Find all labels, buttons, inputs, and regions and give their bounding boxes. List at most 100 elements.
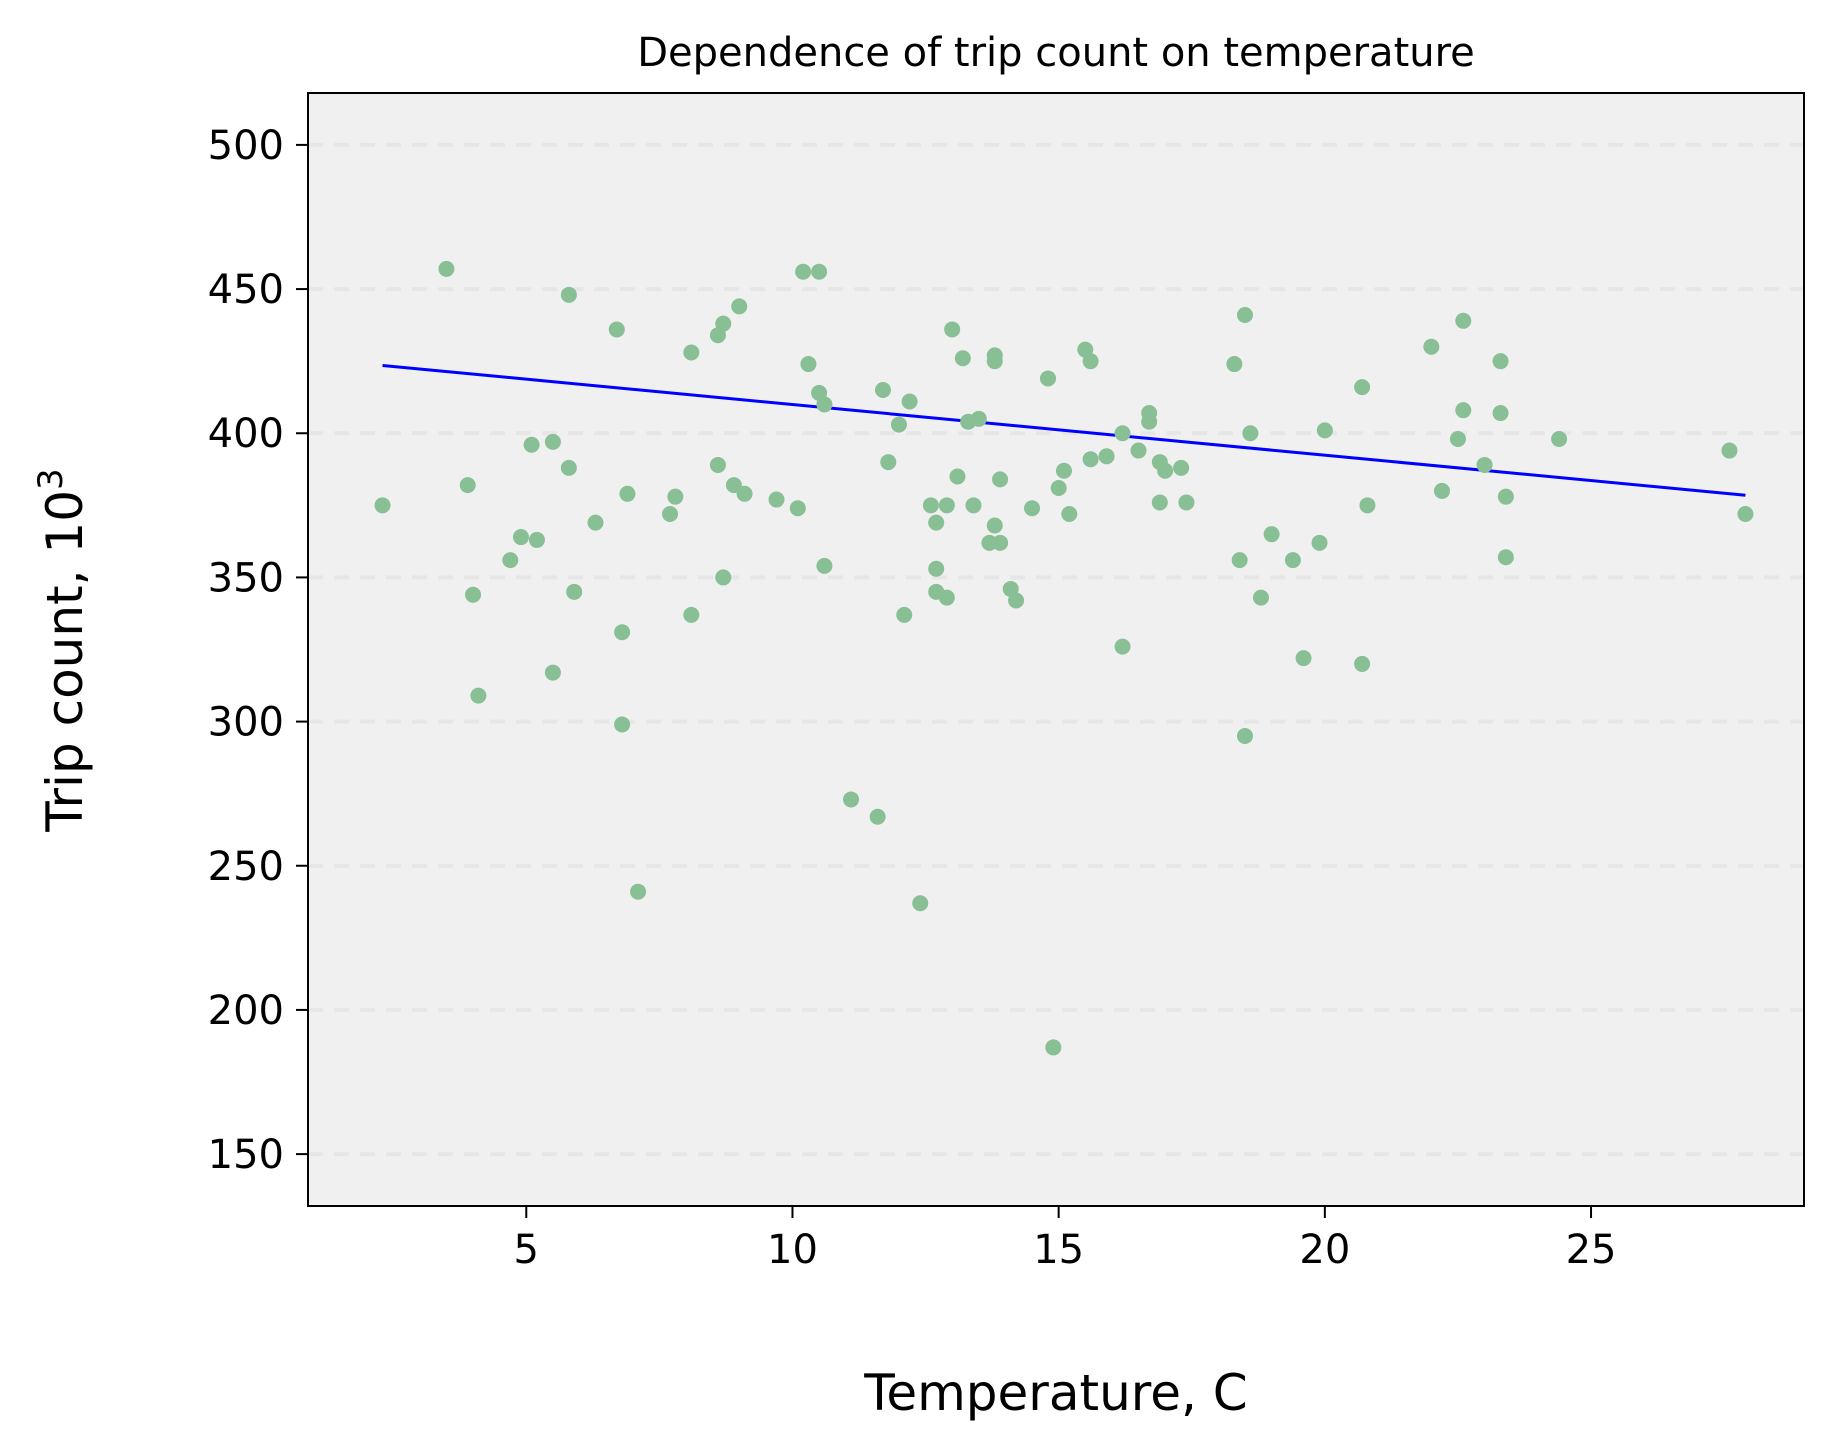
data-point bbox=[470, 687, 487, 704]
data-point bbox=[560, 459, 577, 476]
data-point bbox=[800, 356, 817, 373]
x-tick-label: 15 bbox=[1033, 1227, 1084, 1273]
y-tick-label: 200 bbox=[208, 988, 284, 1034]
y-tick-label: 300 bbox=[208, 700, 284, 746]
data-point bbox=[1178, 494, 1195, 511]
data-point bbox=[896, 606, 913, 623]
data-point bbox=[736, 485, 753, 502]
data-point bbox=[1721, 442, 1738, 459]
data-point bbox=[1359, 497, 1376, 514]
data-point bbox=[1040, 370, 1057, 387]
data-point bbox=[1423, 338, 1440, 355]
data-point bbox=[683, 344, 700, 361]
chart-title: Dependence of trip count on temperature bbox=[637, 30, 1475, 76]
data-point bbox=[374, 497, 391, 514]
data-point bbox=[614, 716, 631, 733]
data-point bbox=[843, 791, 860, 808]
data-point bbox=[1141, 405, 1158, 422]
data-point bbox=[1295, 650, 1312, 667]
plot-frame bbox=[307, 92, 1805, 1207]
data-point bbox=[459, 477, 476, 494]
data-point bbox=[869, 808, 886, 825]
data-point bbox=[1354, 379, 1371, 396]
data-point bbox=[938, 497, 955, 514]
data-point bbox=[874, 381, 891, 398]
data-point bbox=[1055, 462, 1072, 479]
data-point bbox=[512, 529, 529, 546]
data-points bbox=[374, 260, 1754, 1056]
data-point bbox=[438, 260, 455, 277]
data-point bbox=[1492, 353, 1509, 370]
data-point bbox=[1061, 505, 1078, 522]
plot-area bbox=[308, 93, 1804, 1206]
y-axis-label: Trip count, 103 bbox=[31, 468, 94, 832]
data-point bbox=[970, 410, 987, 427]
data-point bbox=[465, 586, 482, 603]
y-tick-label: 400 bbox=[208, 411, 284, 457]
data-point bbox=[544, 664, 561, 681]
data-point bbox=[1082, 353, 1099, 370]
y-axis-label-base: Trip count, 10 bbox=[36, 490, 94, 833]
x-axis-label: Temperature, C bbox=[863, 1364, 1247, 1422]
data-point bbox=[1455, 402, 1472, 419]
data-point bbox=[890, 416, 907, 433]
data-point bbox=[922, 497, 939, 514]
data-point bbox=[1098, 448, 1115, 465]
y-axis-label-exponent: 3 bbox=[31, 468, 71, 490]
data-point bbox=[1252, 589, 1269, 606]
data-point bbox=[662, 505, 679, 522]
data-point bbox=[1242, 425, 1259, 442]
data-point bbox=[768, 491, 785, 508]
data-point bbox=[1497, 549, 1514, 566]
data-point bbox=[715, 569, 732, 586]
y-tick-label: 150 bbox=[208, 1132, 284, 1178]
data-point bbox=[1433, 482, 1450, 499]
data-point bbox=[795, 263, 812, 280]
data-point bbox=[1114, 638, 1131, 655]
data-point bbox=[619, 485, 636, 502]
data-point bbox=[1455, 312, 1472, 329]
data-point bbox=[502, 552, 519, 569]
data-point bbox=[992, 471, 1009, 488]
data-point bbox=[949, 468, 966, 485]
data-point bbox=[1284, 552, 1301, 569]
data-point bbox=[667, 488, 684, 505]
data-point bbox=[928, 514, 945, 531]
data-point bbox=[528, 531, 545, 548]
data-point bbox=[566, 583, 583, 600]
data-point bbox=[1497, 488, 1514, 505]
data-point bbox=[1045, 1039, 1062, 1056]
data-point bbox=[1226, 356, 1243, 373]
trend-line bbox=[382, 363, 1746, 497]
data-point bbox=[1551, 431, 1568, 448]
data-point bbox=[816, 396, 833, 413]
data-point bbox=[986, 353, 1003, 370]
data-point bbox=[1476, 456, 1493, 473]
data-point bbox=[1173, 459, 1190, 476]
data-point bbox=[912, 895, 929, 912]
data-point bbox=[1082, 451, 1099, 468]
data-point bbox=[1236, 307, 1253, 324]
data-point bbox=[614, 624, 631, 641]
axis-ticks: 150 200 250 300 350 400 450 500 5 10 15 20 25 bbox=[208, 123, 1617, 1273]
y-tick-label: 350 bbox=[208, 555, 284, 601]
data-point bbox=[608, 321, 625, 338]
y-tick-label: 250 bbox=[208, 844, 284, 890]
data-point bbox=[944, 321, 961, 338]
data-point bbox=[928, 560, 945, 577]
data-point bbox=[587, 514, 604, 531]
data-point bbox=[1236, 728, 1253, 745]
x-tick-label: 10 bbox=[767, 1227, 818, 1273]
data-point bbox=[901, 393, 918, 410]
data-point bbox=[992, 534, 1009, 551]
x-tick-label: 5 bbox=[514, 1227, 539, 1273]
data-point bbox=[1492, 405, 1509, 422]
data-point bbox=[1151, 494, 1168, 511]
data-point bbox=[630, 883, 647, 900]
data-point bbox=[709, 456, 726, 473]
data-point bbox=[1311, 534, 1328, 551]
data-point bbox=[1316, 422, 1333, 439]
data-point bbox=[1449, 431, 1466, 448]
data-point bbox=[683, 606, 700, 623]
